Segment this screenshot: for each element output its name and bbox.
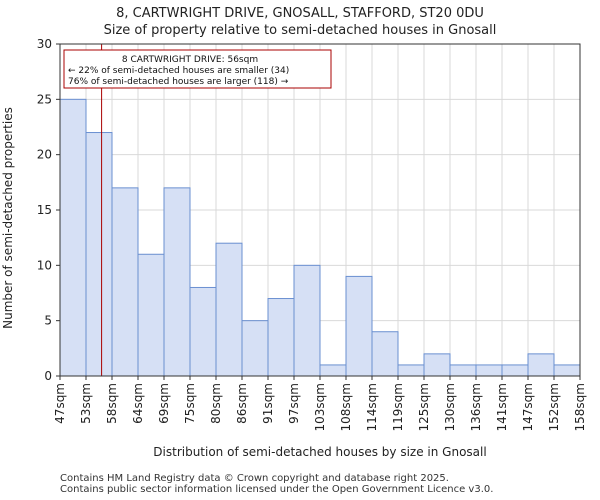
x-axis-label: Distribution of semi-detached houses by … [153, 445, 486, 459]
y-tick-label-20: 20 [37, 148, 52, 162]
annotation-line2: ← 22% of semi-detached houses are smalle… [68, 66, 289, 76]
y-tick-label-0: 0 [44, 369, 52, 383]
bar-103sqm [319, 364, 347, 377]
bar-152sqm [553, 364, 581, 377]
x-tick-label-130sqm: 130sqm [443, 383, 457, 431]
bar-108sqm [345, 275, 373, 377]
bar-58sqm [111, 187, 139, 377]
chart-title-line1: 8, CARTWRIGHT DRIVE, GNOSALL, STAFFORD, … [116, 6, 484, 21]
bar-91sqm [267, 298, 295, 377]
annotation-line1: 8 CARTWRIGHT DRIVE: 56sqm [122, 55, 258, 65]
x-tick-label-136sqm: 136sqm [469, 383, 483, 431]
x-tick-labels: 47sqm 53sqm 58sqm 64sqm 69sqm 75sqm 80sqm 86sqm… [53, 376, 587, 431]
annotation-box: 8 CARTWRIGHT DRIVE: 56sqm ← 22% of semi-… [63, 49, 332, 89]
y-tick-label-25: 25 [37, 92, 52, 106]
y-tick-labels: 0 5 10 15 20 25 30 [37, 37, 60, 383]
x-tick-label-69sqm: 69sqm [157, 383, 171, 424]
bar-125sqm [423, 353, 451, 377]
bar-97sqm [293, 264, 321, 377]
y-tick-label-10: 10 [37, 258, 52, 272]
bar-69sqm [163, 187, 191, 377]
bar-147sqm [527, 353, 555, 377]
x-tick-label-64sqm: 64sqm [131, 383, 145, 424]
x-tick-label-108sqm: 108sqm [339, 383, 353, 431]
x-tick-label-152sqm: 152sqm [547, 383, 561, 431]
y-tick-label-15: 15 [37, 203, 52, 217]
bar-47sqm [59, 98, 87, 377]
y-tick-label-30: 30 [37, 37, 52, 51]
x-tick-label-80sqm: 80sqm [209, 383, 223, 424]
x-tick-label-141sqm: 141sqm [495, 383, 509, 431]
x-tick-label-58sqm: 58sqm [105, 383, 119, 424]
x-tick-label-47sqm: 47sqm [53, 383, 67, 424]
bar-64sqm [137, 253, 165, 377]
bar-86sqm [241, 320, 269, 377]
annotation-line3: 76% of semi-detached houses are larger (… [68, 77, 289, 87]
y-axis-label: Number of semi-detached properties [1, 107, 15, 329]
x-tick-label-53sqm: 53sqm [79, 383, 93, 424]
bar-136sqm [475, 364, 503, 377]
bar-114sqm [371, 331, 399, 377]
x-tick-label-86sqm: 86sqm [235, 383, 249, 424]
x-tick-label-97sqm: 97sqm [287, 383, 301, 424]
bar-130sqm [449, 364, 477, 377]
annotation-rect [63, 49, 332, 89]
bar-80sqm [215, 242, 243, 377]
x-tick-label-103sqm: 103sqm [313, 383, 327, 431]
x-tick-label-119sqm: 119sqm [391, 383, 405, 431]
footer-line2: Contains public sector information licen… [60, 484, 494, 495]
bar-119sqm [397, 364, 425, 377]
bar-75sqm [189, 286, 217, 377]
footer-line1: Contains HM Land Registry data © Crown c… [60, 473, 449, 484]
bar-141sqm [501, 364, 529, 377]
y-tick-label-5: 5 [44, 314, 52, 328]
bars [59, 98, 581, 377]
x-tick-label-158sqm: 158sqm [573, 383, 587, 431]
x-tick-label-147sqm: 147sqm [521, 383, 535, 431]
chart-title-line2: Size of property relative to semi-detach… [104, 23, 497, 38]
x-tick-label-75sqm: 75sqm [183, 383, 197, 424]
x-tick-label-114sqm: 114sqm [365, 383, 379, 431]
x-tick-label-125sqm: 125sqm [417, 383, 431, 431]
bar-53sqm [85, 132, 113, 377]
x-tick-label-91sqm: 91sqm [261, 383, 275, 424]
